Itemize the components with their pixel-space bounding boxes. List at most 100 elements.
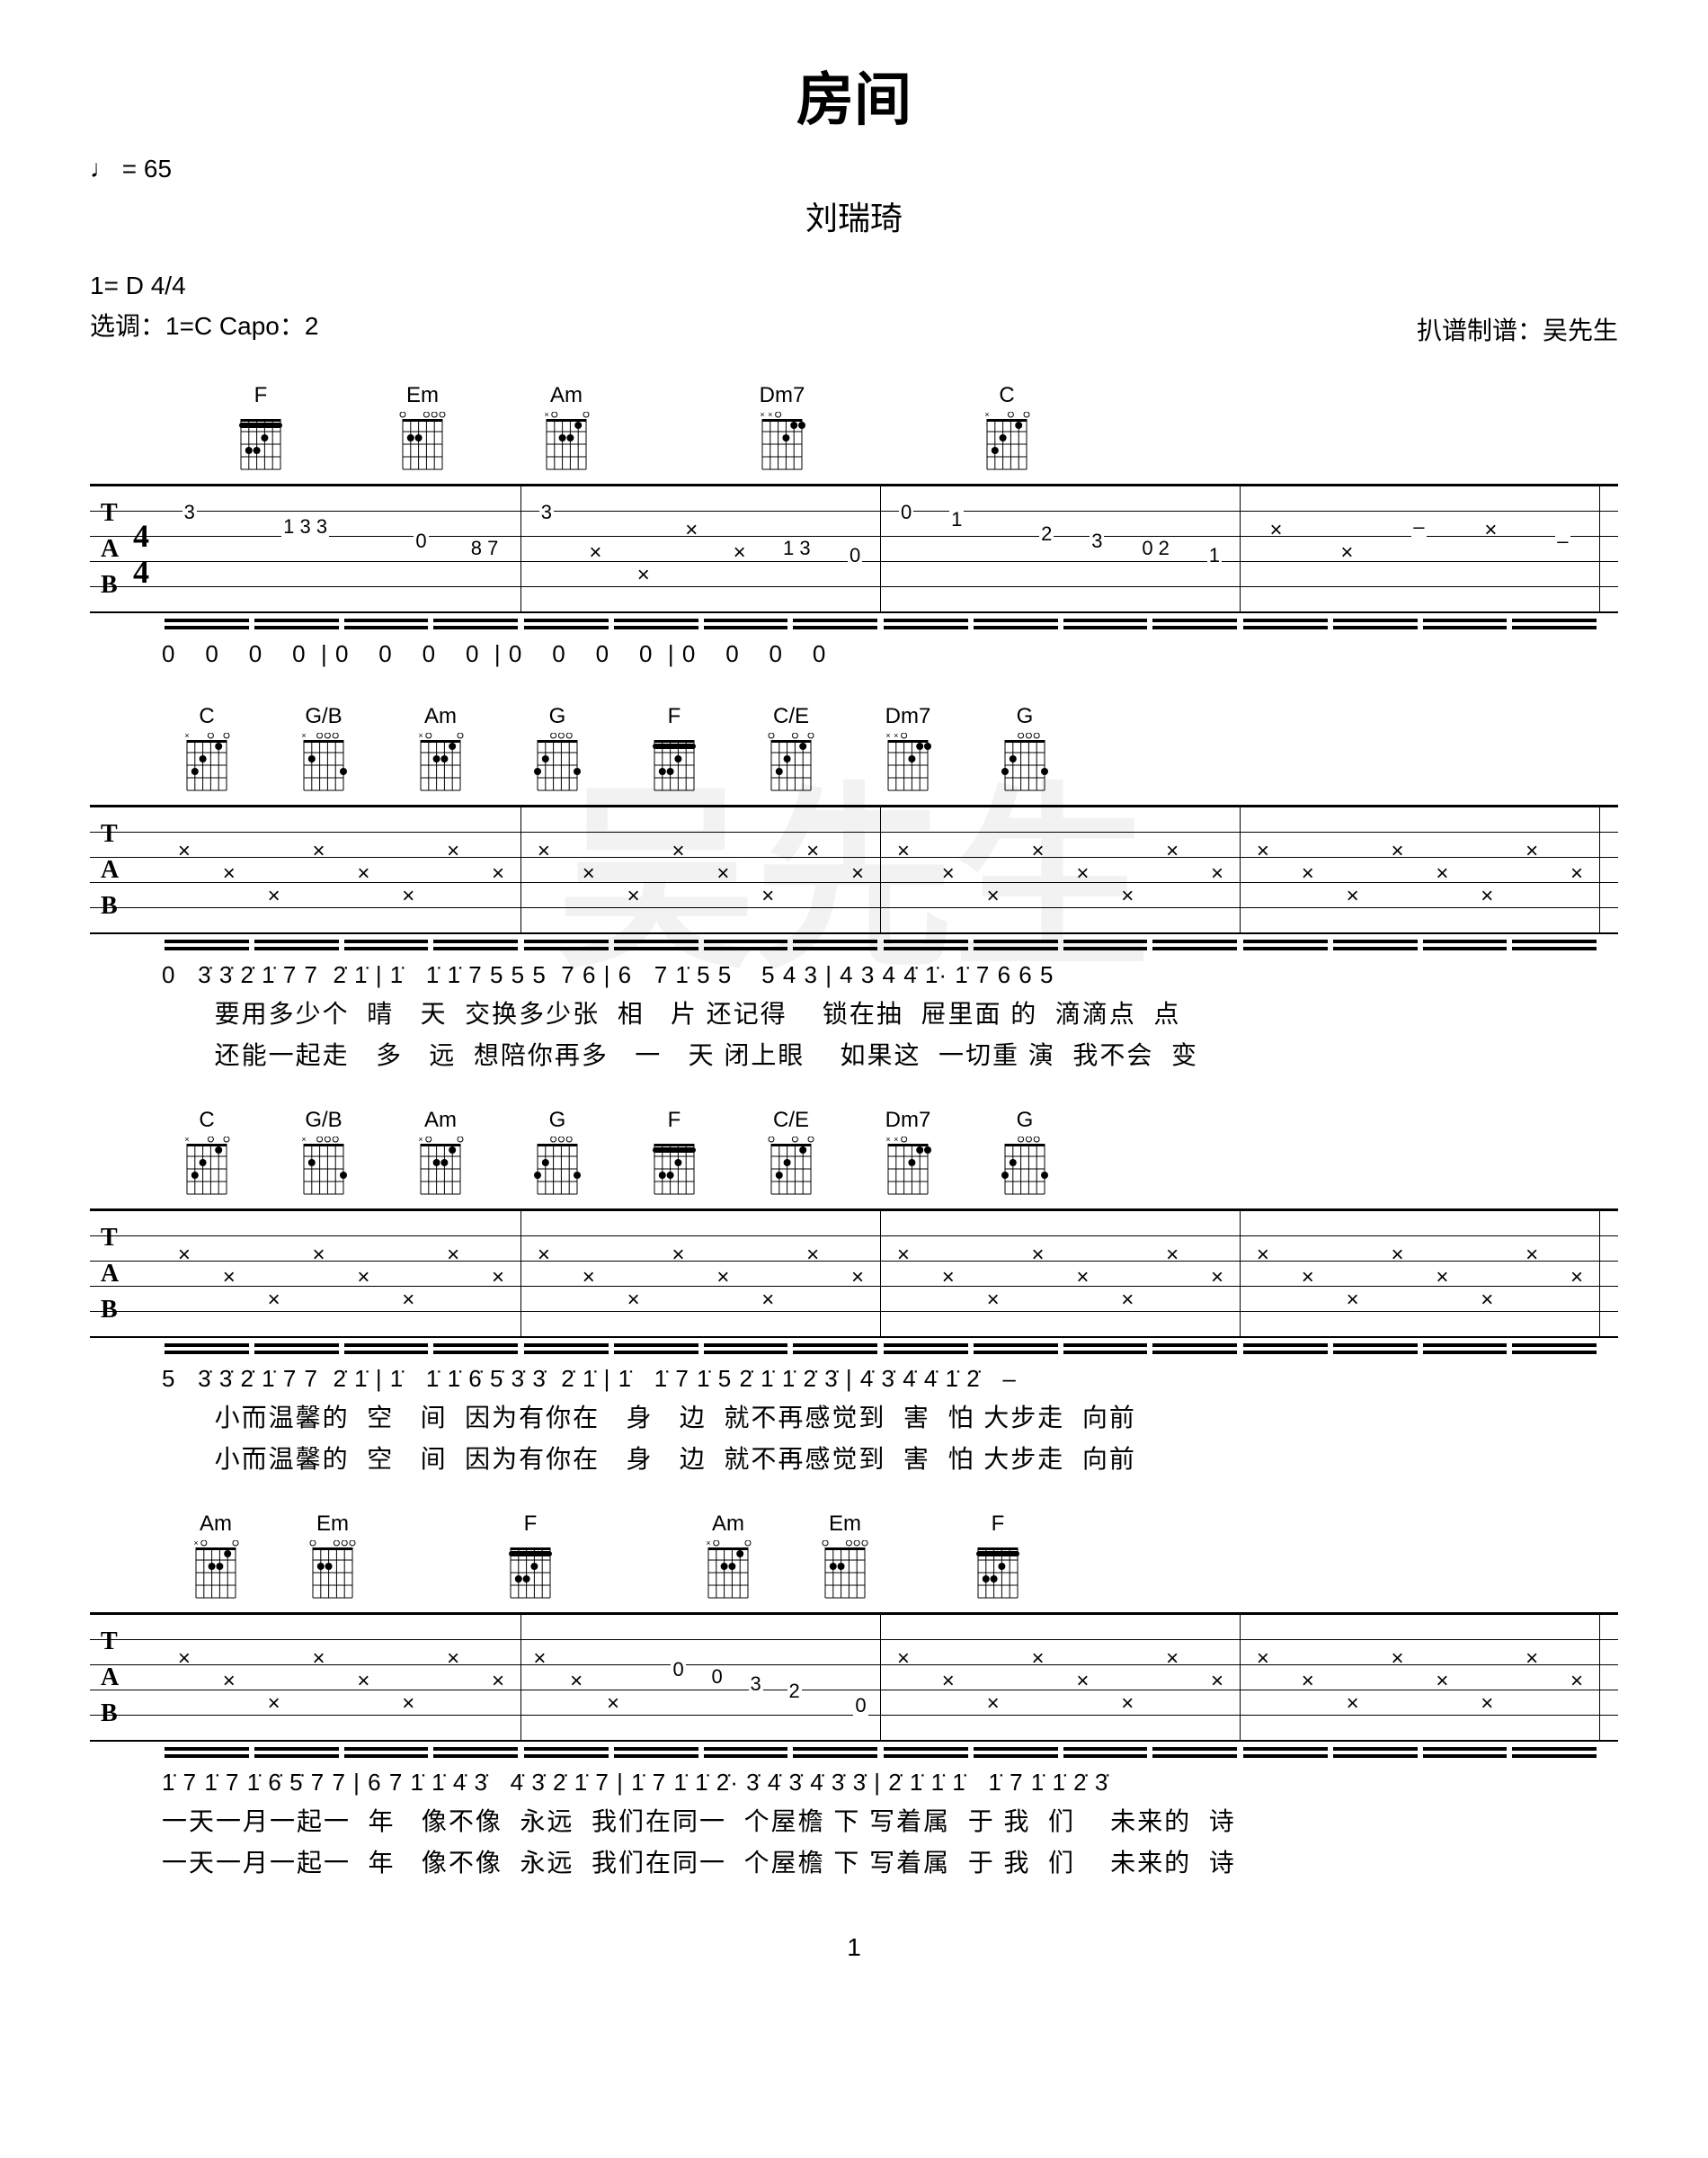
chord-row: C×G/B×Am×GFC/EDm7××G <box>90 704 1618 800</box>
chord-diagram: Em <box>279 1511 387 1608</box>
beam <box>793 1338 877 1354</box>
system: Am×EmFAm×EmFTAB×××××××××××00320×××××××××… <box>90 1511 1618 1879</box>
measure: ×××××××× <box>162 1210 521 1336</box>
chord-diagram: Am× <box>485 383 647 479</box>
measure: ×××××××× <box>162 807 521 932</box>
svg-text:×: × <box>418 733 423 740</box>
chord-diagram: C/E <box>728 1108 854 1204</box>
chord-diagram: Em <box>791 1511 899 1608</box>
beam <box>974 934 1058 950</box>
beam <box>254 934 339 950</box>
svg-text:×: × <box>885 1137 890 1144</box>
beam <box>1243 1338 1328 1354</box>
svg-text:×: × <box>193 1540 198 1547</box>
beam <box>1423 934 1508 950</box>
beam <box>344 613 429 629</box>
beam <box>1423 1742 1508 1758</box>
svg-text:×: × <box>184 733 189 740</box>
chord-diagram: C× <box>917 383 1097 479</box>
beam <box>614 1742 698 1758</box>
numeric-notation: 1̇ 7 1̇ 7 1̇ 6̇ 5̇ 7 7 | 6 7 1̇ 1̇ 4̇ 3̇… <box>90 1769 1618 1797</box>
chord-diagram: F <box>162 383 360 479</box>
measure: ×××××××× <box>521 807 881 932</box>
beam <box>1512 934 1597 950</box>
beam <box>1333 1742 1418 1758</box>
tab-staff: TAB×××××××××××00320×××××××××××××××× <box>90 1612 1618 1742</box>
numeric-notation: 0 0 0 0 | 0 0 0 0 | 0 0 0 0 | 0 0 0 0 <box>90 640 1618 668</box>
beam <box>793 613 877 629</box>
meta-row: 1= D 4/4 选调：1=C Capo：2 扒谱制谱：吴先生 <box>90 266 1618 347</box>
beam <box>344 1742 429 1758</box>
svg-text:×: × <box>544 412 548 419</box>
tab-staff: TAB×××××××××××××××××××××××××××××××× <box>90 1208 1618 1338</box>
chord-diagram: C/E <box>728 704 854 800</box>
chord-diagram: Am× <box>674 1511 782 1608</box>
beam <box>1152 1742 1237 1758</box>
chord-diagram: F <box>629 1108 719 1204</box>
beam <box>1243 613 1328 629</box>
beam <box>254 1742 339 1758</box>
beam <box>524 1742 609 1758</box>
beam <box>974 1742 1058 1758</box>
beam <box>1512 613 1597 629</box>
svg-text:×: × <box>885 733 890 740</box>
lyrics: 一天一月一起一 年 像不像 永远 我们在同一 个屋檐 下 写着属 于 我 们 未… <box>90 1802 1618 1838</box>
chord-diagram: F <box>396 1511 665 1608</box>
chord-row: C×G/B×Am×GFC/EDm7××G <box>90 1108 1618 1204</box>
measure: ×××××××× <box>1241 1614 1600 1740</box>
beam <box>165 1338 249 1354</box>
system: C×G/B×Am×GFC/EDm7××GTAB×××××××××××××××××… <box>90 1108 1618 1476</box>
beam <box>1152 1338 1237 1354</box>
beam <box>1333 934 1418 950</box>
chord-diagram: G <box>494 1108 620 1204</box>
beam <box>1333 613 1418 629</box>
timesig: 4/4 <box>151 272 186 299</box>
lyrics: 还能一起走 多 远 想陪你再多 一 天 闭上眼 如果这 一切重 演 我不会 变 <box>90 1036 1618 1072</box>
measure: ×××××××× <box>521 1210 881 1336</box>
chord-diagram: G <box>494 704 620 800</box>
beam <box>344 1338 429 1354</box>
chord-diagram: G/B× <box>261 1108 387 1204</box>
measure: ×××××××× <box>881 807 1241 932</box>
chord-diagram: C× <box>162 704 252 800</box>
beam <box>614 613 698 629</box>
tab-staff: TAB×××××××××××××××××××××××××××××××× <box>90 805 1618 934</box>
beam <box>254 613 339 629</box>
system: FEmAm×Dm7××C×TAB4431 3 308 73××××1 30012… <box>90 383 1618 668</box>
measure: 3××××1 30 <box>521 486 881 611</box>
beam <box>524 934 609 950</box>
measure: ×××××××× <box>162 1614 521 1740</box>
measure: 01230 21 <box>881 486 1241 611</box>
svg-text:×: × <box>768 412 772 419</box>
chord-diagram: Dm7×× <box>863 1108 953 1204</box>
chord-diagram: Em <box>369 383 476 479</box>
beam <box>1152 613 1237 629</box>
beam <box>1243 934 1328 950</box>
beam <box>254 1338 339 1354</box>
tempo: ♩ = 65 <box>90 155 1618 183</box>
svg-text:×: × <box>894 733 898 740</box>
chord-diagram: Dm7×× <box>656 383 908 479</box>
chord-row: FEmAm×Dm7××C× <box>90 383 1618 479</box>
beam <box>433 1742 518 1758</box>
measure: ×××××××× <box>1241 1210 1600 1336</box>
beam <box>344 934 429 950</box>
beam <box>165 613 249 629</box>
measure: ×××××××× <box>1241 807 1600 932</box>
tuning: 选调：1=C Capo：2 <box>90 307 318 347</box>
beam <box>524 613 609 629</box>
beam <box>1333 1338 1418 1354</box>
tab-staff: TAB4431 3 308 73××××1 3001230 21××–×– <box>90 484 1618 613</box>
svg-text:×: × <box>301 733 306 740</box>
artist: 刘瑞琦 <box>90 192 1618 239</box>
beam <box>1152 934 1237 950</box>
svg-text:×: × <box>418 1137 423 1144</box>
svg-text:×: × <box>760 412 764 419</box>
key: 1= D <box>90 272 144 299</box>
lyrics: 小而温馨的 空 间 因为有你在 身 边 就不再感觉到 害 怕 大步走 向前 <box>90 1440 1618 1476</box>
beam <box>884 934 968 950</box>
measure: 31 3 308 7 <box>162 486 521 611</box>
credit: 扒谱制谱：吴先生 <box>1417 311 1618 347</box>
beam <box>1063 934 1148 950</box>
beam <box>433 1338 518 1354</box>
